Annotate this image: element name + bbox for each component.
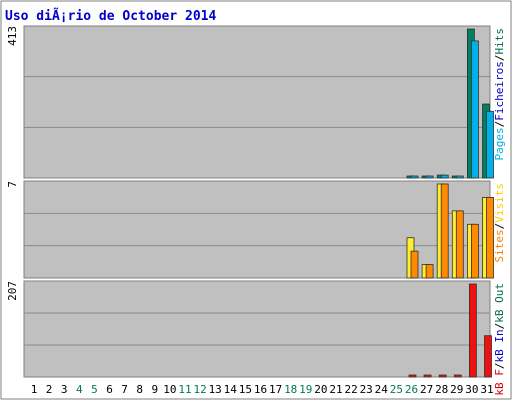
x-tick-label: 8 — [136, 383, 143, 396]
x-tick-label: 14 — [224, 383, 238, 396]
bar-sites-day-31 — [486, 197, 494, 279]
bar-sites-day-29 — [455, 210, 464, 279]
x-tick-label: 1 — [31, 383, 38, 396]
x-tick-label: 6 — [106, 383, 113, 396]
x-axis-day-labels: 1 2 3 4 5 6 7 8 9 10 11 12 13 14 15 16 17 18 19 20 21 22 23 24 2… — [31, 383, 494, 396]
legend-entry: kB Out — [493, 283, 506, 323]
bar-pages-day-27 — [425, 175, 434, 179]
legend-entry: kB In — [493, 329, 506, 362]
bar-pages-day-26 — [410, 175, 419, 179]
bar-kb-f-day-31 — [484, 335, 492, 378]
x-tick-label: 20 — [314, 383, 327, 396]
bar-kb-f-day-27 — [423, 374, 432, 378]
x-tick-label: 21 — [329, 383, 342, 396]
x-tick-label: 4 — [76, 383, 83, 396]
x-tick-label: 28 — [435, 383, 448, 396]
x-tick-label: 16 — [254, 383, 267, 396]
x-tick-label: 24 — [375, 383, 389, 396]
x-tick-label: 5 — [91, 383, 98, 396]
x-tick-label: 19 — [299, 383, 312, 396]
x-tick-label: 12 — [193, 383, 206, 396]
x-tick-label: 11 — [178, 383, 191, 396]
panel-background — [23, 25, 491, 179]
legend-entry: / — [493, 323, 506, 330]
bar-sites-day-27 — [425, 264, 434, 279]
bar-kb-f-day-29 — [453, 374, 462, 378]
legend-entry: / — [493, 223, 506, 230]
x-tick-label: 18 — [284, 383, 297, 396]
x-tick-label: 10 — [163, 383, 176, 396]
bar-pages-day-29 — [455, 175, 464, 179]
bar-sites-day-30 — [470, 223, 479, 279]
legend-entry: Ficheiros — [493, 61, 506, 121]
bar-pages-day-30 — [470, 40, 479, 179]
legend-entry: / — [493, 121, 506, 128]
legend-entry: kB F — [493, 369, 506, 396]
x-tick-label: 7 — [121, 383, 128, 396]
bar-kb-f-day-30 — [468, 283, 477, 378]
y-axis-max-label: 7 — [6, 181, 19, 188]
y-axis-max-label: 413 — [6, 26, 19, 46]
bar-pages-day-28 — [440, 174, 449, 179]
x-tick-label: 17 — [269, 383, 282, 396]
bar-sites-day-28 — [440, 183, 449, 279]
x-tick-label: 23 — [360, 383, 373, 396]
x-tick-label: 31 — [480, 383, 493, 396]
y-axis-max-label: 207 — [6, 281, 19, 301]
bar-pages-day-31 — [486, 110, 494, 179]
x-tick-label: 15 — [239, 383, 252, 396]
legend-entry: / — [493, 363, 506, 370]
x-tick-label: 2 — [46, 383, 53, 396]
x-tick-label: 25 — [390, 383, 403, 396]
x-tick-label: 27 — [420, 383, 433, 396]
x-tick-label: 22 — [344, 383, 357, 396]
panel-background — [23, 180, 491, 279]
legend-entry: Hits — [493, 28, 506, 55]
legend-entry: Pages — [493, 127, 506, 160]
bar-sites-day-26 — [410, 250, 419, 279]
x-tick-label: 29 — [450, 383, 463, 396]
legend: kB F/kB In/kB Out — [493, 283, 506, 396]
legend-entry: Visits — [493, 183, 506, 223]
bar-kb-f-day-28 — [438, 374, 447, 378]
panel-middle: 7 Sites/Visits — [6, 180, 506, 279]
panel-background — [23, 280, 491, 378]
x-tick-label: 30 — [465, 383, 478, 396]
x-tick-label: 9 — [151, 383, 158, 396]
chart-title: Uso diÃ¡rio de October 2014 — [5, 8, 216, 24]
bar-kb-f-day-26 — [408, 374, 417, 378]
legend-entry: Sites — [493, 229, 506, 262]
legend: Pages/Ficheiros/Hits — [493, 28, 506, 160]
x-tick-label: 13 — [209, 383, 222, 396]
legend-entry: / — [493, 55, 506, 62]
legend: Sites/Visits — [493, 183, 506, 263]
x-tick-label: 26 — [405, 383, 418, 396]
x-tick-label: 3 — [61, 383, 68, 396]
